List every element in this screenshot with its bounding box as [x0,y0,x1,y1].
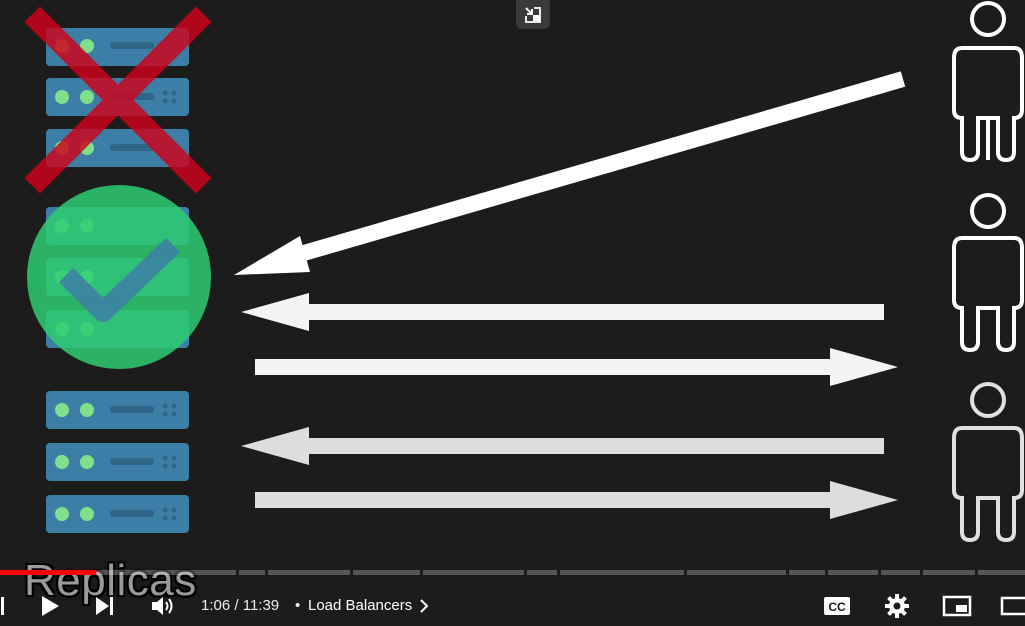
miniplayer-icon [942,595,972,616]
previous-button[interactable] [0,585,6,626]
duration: 11:39 [242,597,280,614]
user-icon-1 [952,1,1024,163]
chapter-button[interactable]: Load Balancers [308,597,432,614]
red-cross-icon [24,6,212,194]
captions-button[interactable]: CC [820,585,854,626]
current-time: 1:06 [201,597,231,614]
svg-text:CC: CC [828,600,846,614]
request-arrow-diagonal [234,71,906,275]
progress-bar[interactable] [0,570,1025,575]
volume-icon [152,596,173,615]
chapter-separator: • [295,597,301,614]
checkmark-icon [58,237,180,322]
previous-icon [1,596,4,615]
video-frame [24,1,1024,543]
settings-button[interactable] [880,585,914,626]
next-icon [96,596,113,615]
chapter-title: Load Balancers [308,597,413,614]
play-icon [42,595,59,616]
exit-miniplayer-icon [525,6,541,23]
theater-mode-button[interactable] [996,585,1025,626]
replica-server-stack [46,391,189,533]
response-arrow-right-2 [255,481,898,519]
miniplayer-button[interactable] [939,585,975,626]
healthy-server-stack [27,185,211,369]
request-arrow-left-2 [241,427,884,465]
chapter-markers [236,570,978,575]
volume-button[interactable] [146,585,180,626]
chevron-right-icon [420,598,429,613]
progress-fill [0,570,97,575]
time-separator: / [234,597,239,614]
player-controls-bar: CC [0,585,1025,626]
request-arrow-left-1 [241,293,884,331]
response-arrow-right-1 [255,348,898,386]
next-button[interactable] [88,585,122,626]
time-display: 1:06 / 11:39 [201,597,279,614]
theater-mode-icon [1000,596,1025,615]
green-check-badge [27,185,211,369]
failed-server-stack [24,6,212,194]
closed-captions-icon: CC [824,596,850,615]
user-icon-3 [952,382,1024,543]
exit-miniplayer-button[interactable] [516,0,550,29]
gear-icon [885,593,909,618]
play-button[interactable] [33,585,67,626]
user-icon-2 [952,193,1024,353]
